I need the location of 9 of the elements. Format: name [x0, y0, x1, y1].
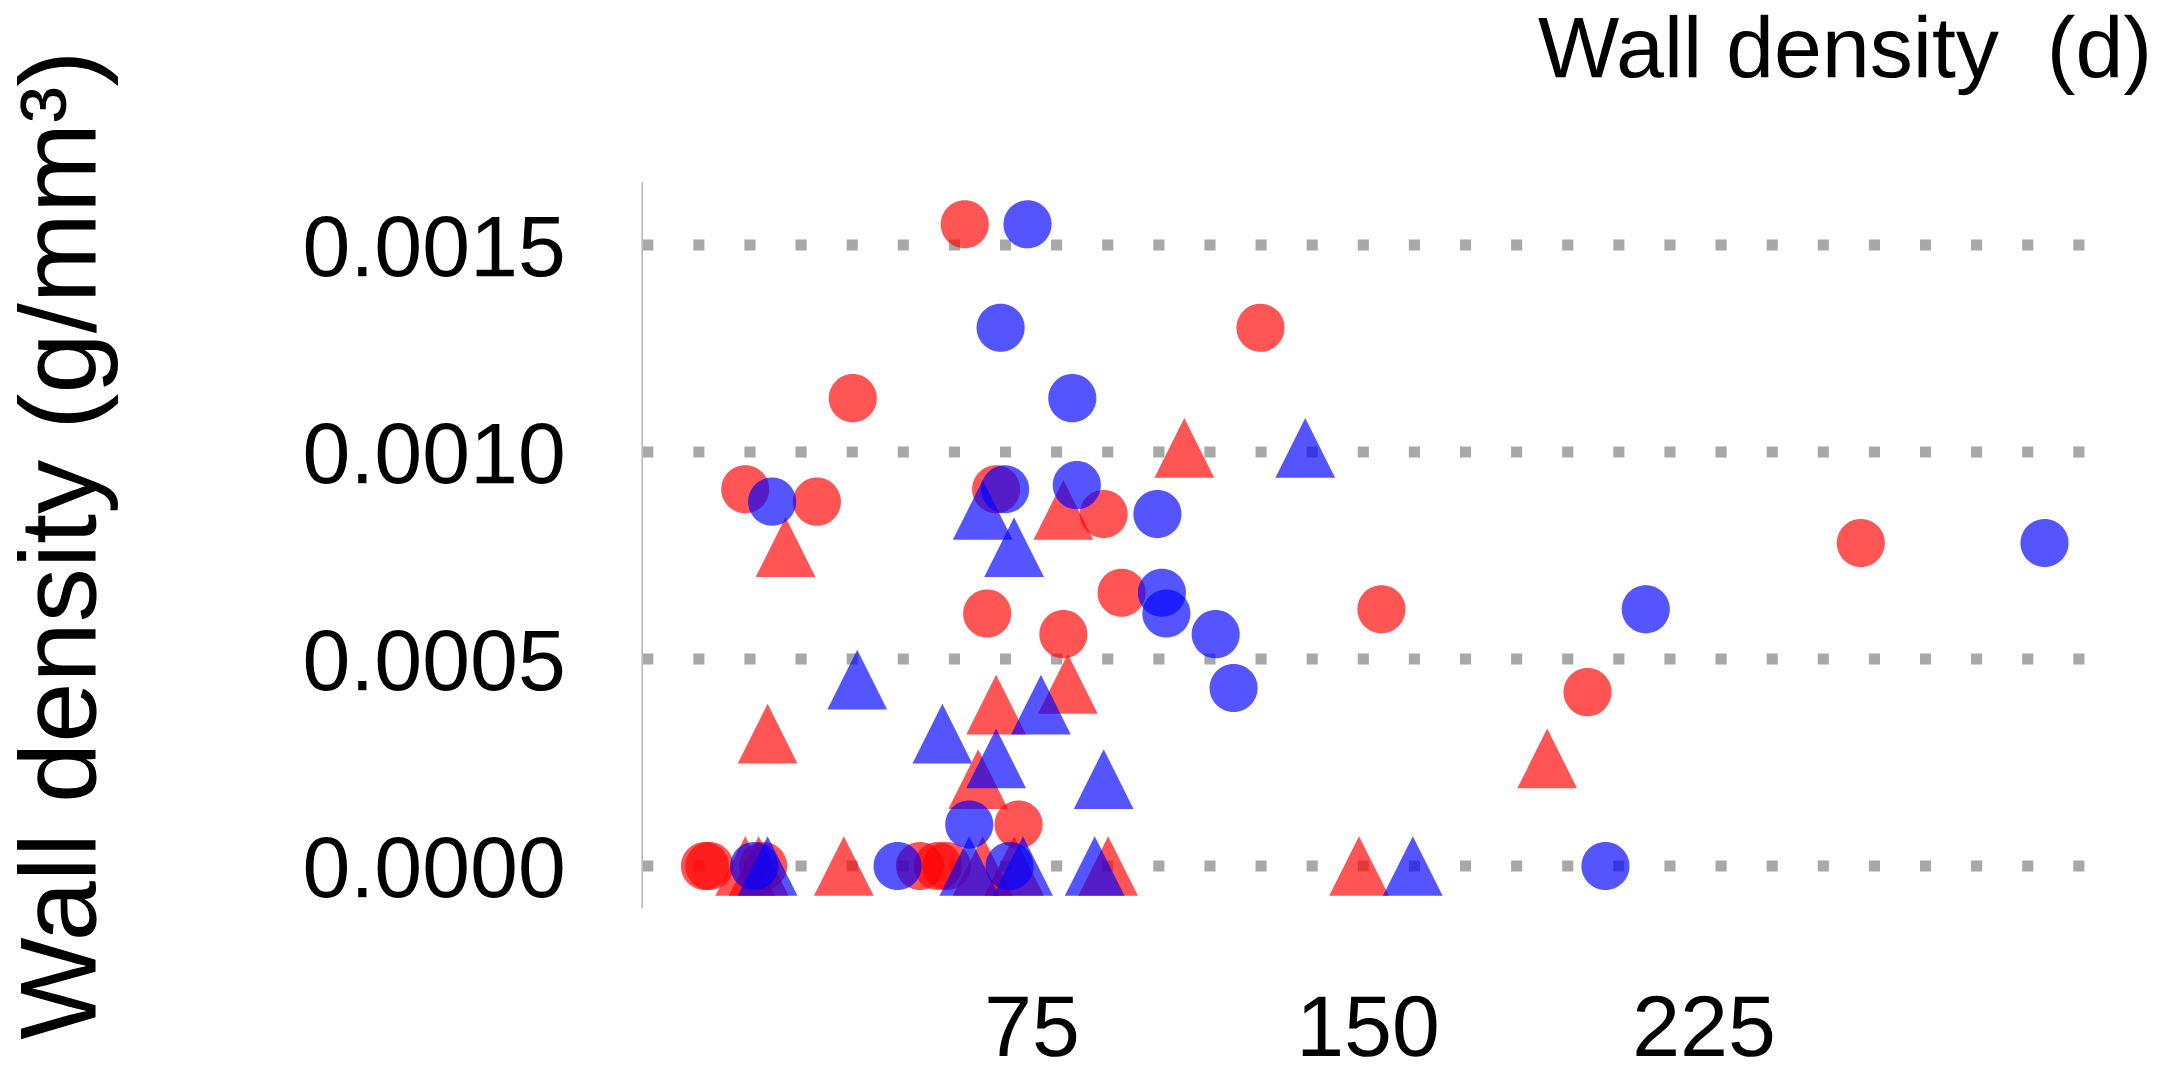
y-tick-label: 0.0000: [305, 837, 563, 899]
y-axis-title: Wall density (g/mm³): [17, 57, 118, 1040]
x-tick-label: 225: [1636, 995, 1773, 1057]
y-tick-label: 0.0005: [305, 630, 563, 692]
y-tick-label: 0.0015: [305, 216, 563, 278]
x-tick-label: 75: [988, 996, 1077, 1057]
chart-title: Wall density (d): [1538, 14, 2147, 96]
x-tick-label: 150: [1302, 995, 1437, 1057]
y-tick-label: 0.0010: [305, 423, 563, 485]
